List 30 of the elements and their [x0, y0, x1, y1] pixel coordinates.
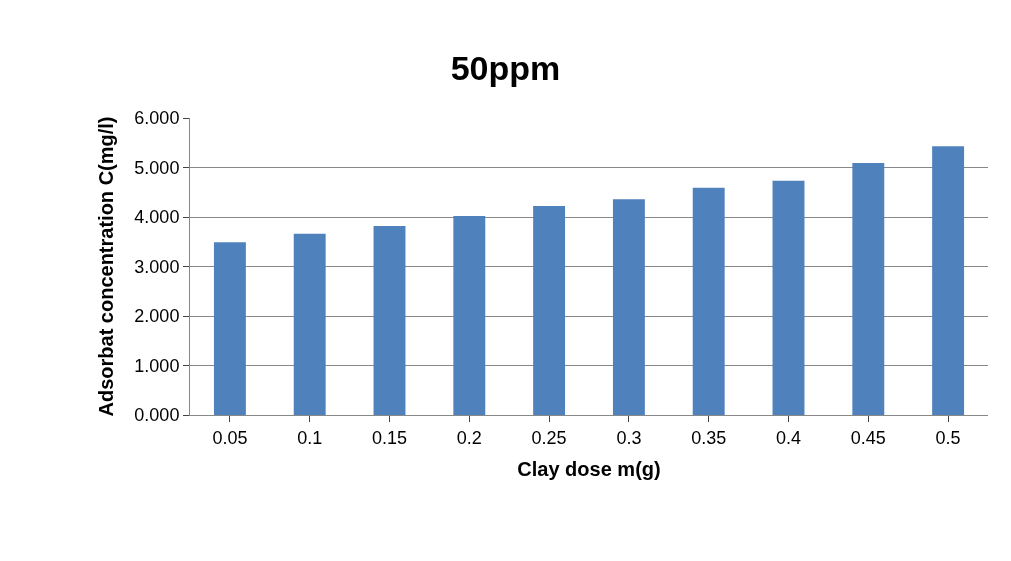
x-axis-title: Clay dose m(g) — [517, 458, 661, 481]
bar — [533, 206, 566, 415]
y-tick-label: 2.000 — [134, 306, 180, 327]
bar — [213, 242, 246, 415]
bar — [453, 216, 486, 415]
bar — [293, 233, 326, 415]
y-tick-label: 4.000 — [134, 207, 180, 228]
y-tick-label: 6.000 — [134, 108, 180, 129]
y-tick-label: 1.000 — [134, 355, 180, 376]
y-tick-label: 5.000 — [134, 157, 180, 178]
bar — [852, 163, 885, 415]
x-tick-label: 0.25 — [531, 427, 567, 448]
bar — [932, 146, 965, 415]
bar — [772, 180, 805, 415]
x-tick-label: 0.2 — [456, 427, 482, 448]
bar — [692, 187, 725, 415]
y-tick-label: 3.000 — [134, 256, 180, 277]
x-tick-label: 0.1 — [297, 427, 323, 448]
x-tick-label: 0.4 — [775, 427, 802, 448]
bar — [612, 199, 645, 415]
x-tick-label: 0.35 — [691, 427, 727, 448]
x-tick-label: 0.05 — [212, 427, 248, 448]
x-tick-label: 0.15 — [371, 427, 408, 448]
chart-title: 50ppm — [450, 48, 561, 87]
x-tick-label: 0.45 — [850, 427, 886, 448]
y-axis-title: Adsorbat concentration C(mg/l) — [94, 116, 117, 417]
x-tick-label: 0.5 — [935, 427, 961, 448]
bar — [373, 225, 406, 415]
x-tick-label: 0.3 — [616, 427, 642, 448]
y-tick-label: 0.000 — [134, 405, 180, 426]
